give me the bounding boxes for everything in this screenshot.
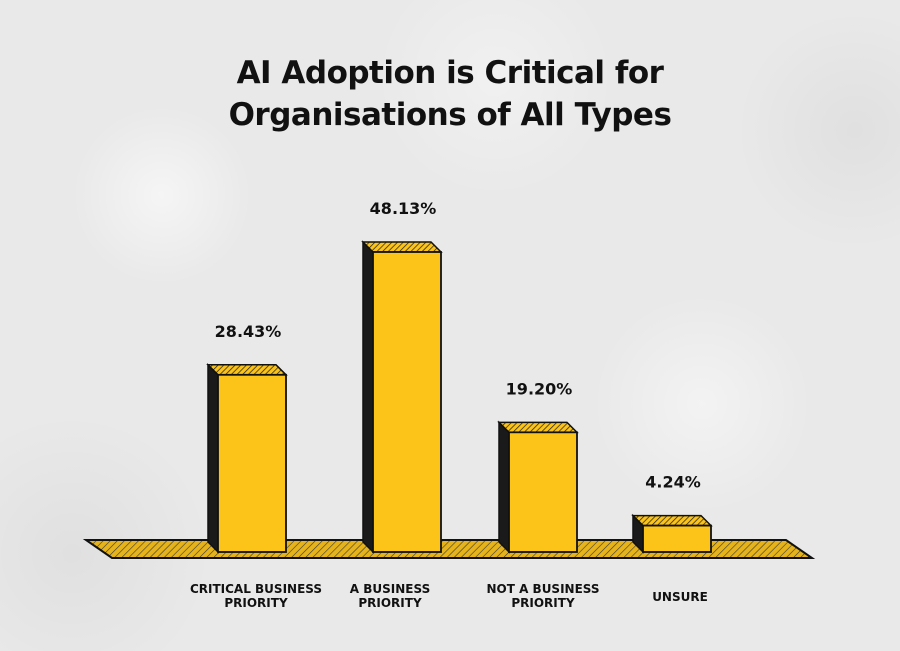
value-label-0: 28.43% bbox=[215, 322, 282, 341]
bar-top-3 bbox=[631, 514, 713, 527]
bar-side-0 bbox=[207, 362, 219, 554]
bar-top-1 bbox=[361, 241, 443, 253]
category-label-0-line-0: CRITICAL BUSINESS bbox=[190, 582, 322, 596]
chart-title: AI Adoption is Critical for Organisation… bbox=[0, 52, 900, 136]
bar-side-2 bbox=[498, 420, 510, 554]
bar-2 bbox=[508, 431, 578, 553]
value-label-2: 19.20% bbox=[506, 379, 573, 398]
category-label-0-line-1: PRIORITY bbox=[224, 596, 288, 610]
bar-top-2 bbox=[497, 421, 579, 434]
value-label-3: 4.24% bbox=[645, 473, 701, 492]
chart-title-line-1: AI Adoption is Critical for bbox=[236, 55, 664, 91]
chart-title-line-2: Organisations of All Types bbox=[228, 97, 672, 133]
category-label-2-line-0: NOT A BUSINESS bbox=[486, 582, 599, 596]
bar-3 bbox=[642, 524, 712, 553]
category-label-2-line-1: PRIORITY bbox=[511, 596, 575, 610]
value-label-1: 48.13% bbox=[370, 199, 437, 218]
category-label-1-line-1: PRIORITY bbox=[358, 596, 422, 610]
bar-side-1 bbox=[362, 240, 374, 554]
category-label-3-line-0: UNSURE bbox=[652, 590, 708, 604]
bar-0 bbox=[217, 373, 287, 553]
category-label-1-line-0: A BUSINESS bbox=[350, 582, 430, 596]
bar-1 bbox=[372, 251, 442, 553]
bar-top-0 bbox=[206, 364, 288, 376]
bars-group bbox=[206, 240, 713, 554]
